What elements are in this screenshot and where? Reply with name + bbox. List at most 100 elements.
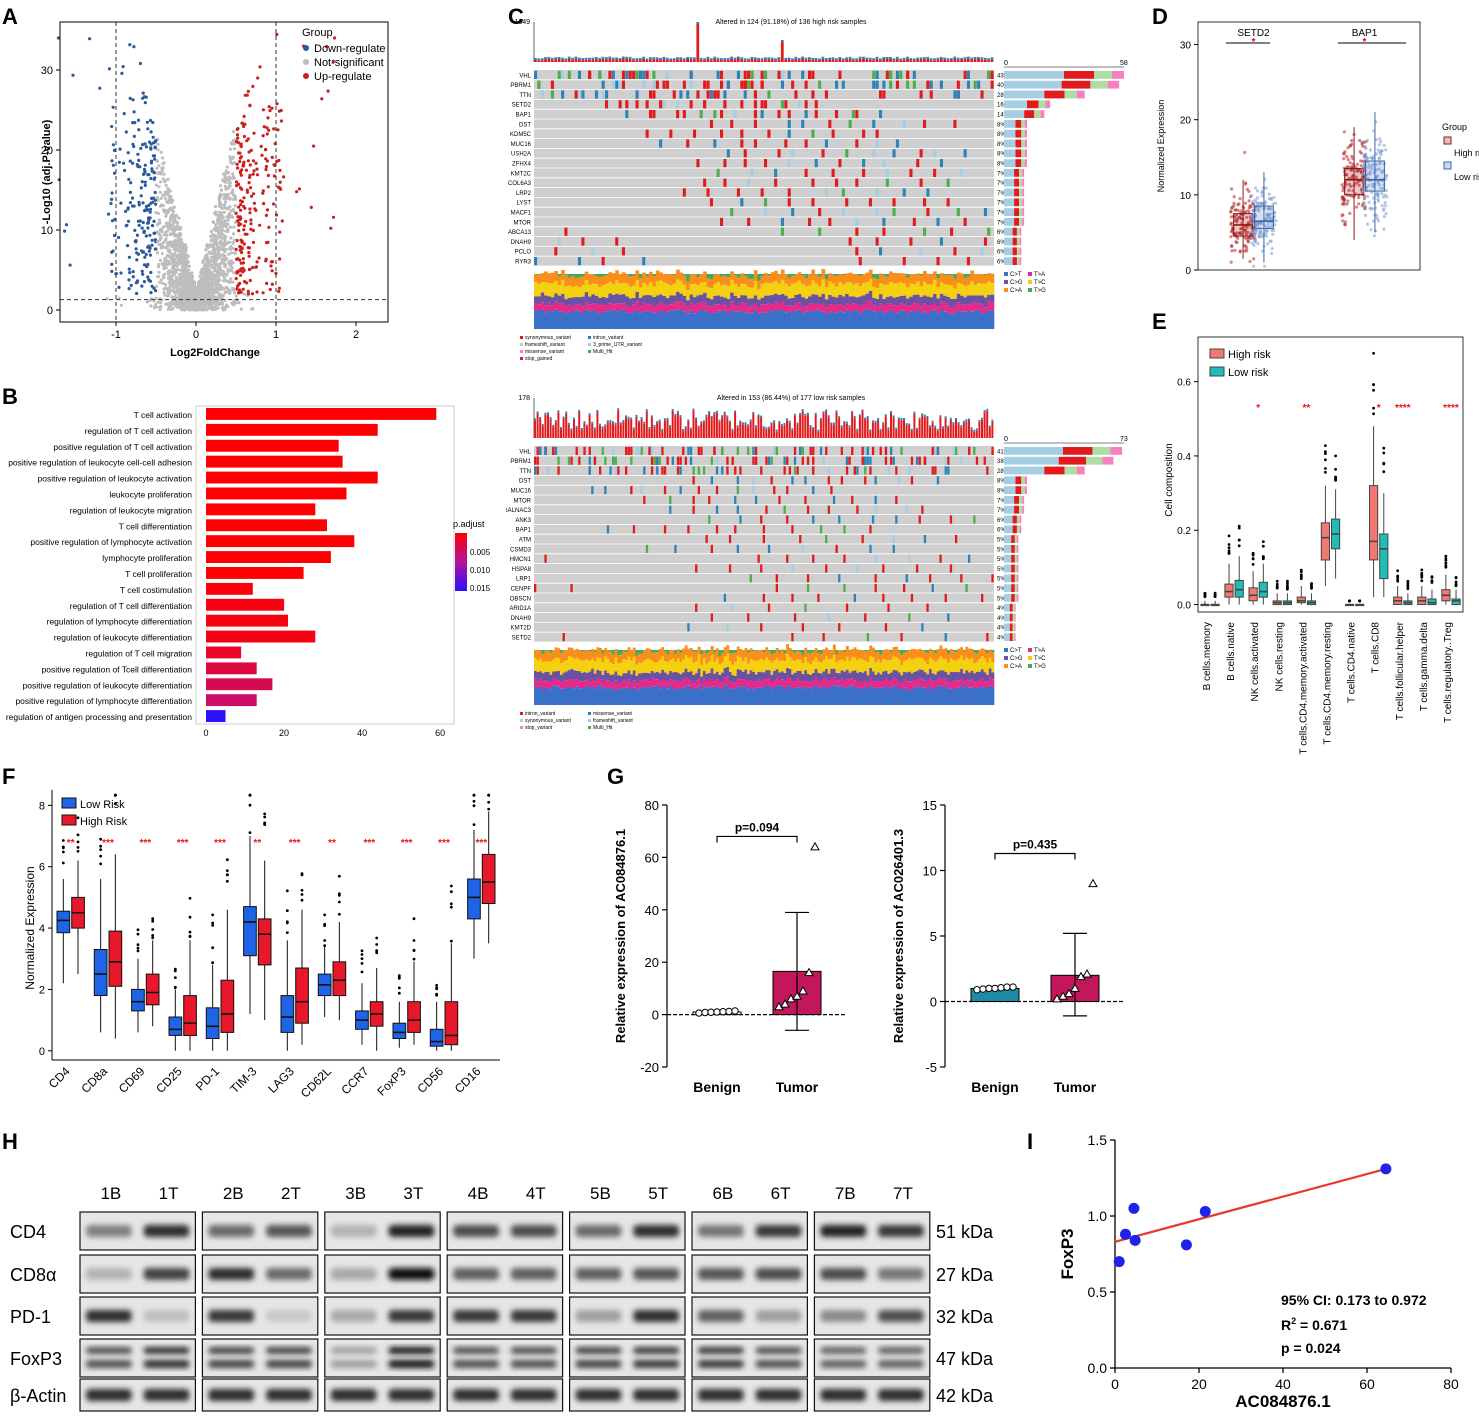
side-bar xyxy=(1046,100,1051,108)
mutation-cell xyxy=(788,198,791,206)
volcano-point xyxy=(215,255,218,258)
volcano-point xyxy=(247,159,250,162)
titv-bar xyxy=(737,287,741,298)
top-bar xyxy=(560,429,562,438)
top-bar-cap xyxy=(895,428,897,430)
top-bar xyxy=(789,423,791,438)
titv-bar xyxy=(903,274,907,284)
volcano-point xyxy=(129,97,132,100)
volcano-point xyxy=(242,196,245,199)
mutation-cell xyxy=(755,457,757,465)
mutation-cell xyxy=(716,457,718,465)
volcano-point xyxy=(240,251,243,254)
top-bar xyxy=(971,429,973,438)
titv-bar xyxy=(761,305,765,313)
titv-bar xyxy=(788,274,792,278)
volcano-point xyxy=(224,265,227,268)
volcano-point xyxy=(176,224,179,227)
mutation-cell xyxy=(774,179,777,187)
gene-label: BAP1 xyxy=(516,528,532,534)
titv-bar xyxy=(592,303,596,310)
volcano-point xyxy=(248,255,251,258)
oncoprint-title: Altered in 124 (91.18%) of 136 high risk… xyxy=(716,19,867,26)
top-bar xyxy=(872,422,874,438)
titv-bar xyxy=(886,277,890,285)
volcano-point xyxy=(221,261,224,264)
volcano-point xyxy=(112,143,115,146)
volcano-point xyxy=(234,204,237,207)
volcano-point xyxy=(140,285,143,288)
side-bar xyxy=(1004,555,1011,563)
titv-bar xyxy=(774,281,778,293)
titv-bar xyxy=(592,310,596,329)
mutation-cell xyxy=(563,633,565,641)
titv-bar xyxy=(568,278,572,286)
volcano-point xyxy=(157,263,160,266)
side-bar xyxy=(1090,81,1107,89)
top-bar-cap xyxy=(887,427,889,429)
mutation-cell xyxy=(557,457,559,465)
titv-bar xyxy=(541,293,545,303)
volcano-point xyxy=(169,283,172,286)
mutation-cell xyxy=(707,90,710,98)
titv-bar xyxy=(747,307,751,313)
mutation-cell xyxy=(751,169,754,177)
top-bar-cap xyxy=(789,421,791,423)
top-bar xyxy=(842,60,845,62)
volcano-point xyxy=(225,303,228,306)
titv-legend-label: T>G xyxy=(1034,288,1046,294)
side-bar xyxy=(1010,604,1013,612)
gene-label: MTOR xyxy=(513,498,531,504)
titv-bar xyxy=(899,282,903,296)
volcano-point xyxy=(229,181,232,184)
titv-bar xyxy=(818,297,822,305)
titv-bar xyxy=(984,275,988,284)
titv-bar xyxy=(784,312,788,329)
titv-bar xyxy=(646,303,650,310)
titv-bar xyxy=(943,275,947,284)
titv-bar xyxy=(544,313,548,329)
volcano-point xyxy=(227,253,230,256)
volcano-point xyxy=(149,271,152,274)
volcano-point xyxy=(271,269,274,272)
volcano-point xyxy=(222,279,225,282)
titv-bar xyxy=(598,287,602,298)
mutation-cell xyxy=(656,457,658,465)
titv-bar xyxy=(984,307,988,313)
titv-bar xyxy=(761,276,765,284)
mutation-cell xyxy=(690,447,692,455)
mutation-cell xyxy=(752,457,754,465)
titv-bar xyxy=(744,284,748,295)
volcano-point xyxy=(243,224,246,227)
titv-bar xyxy=(581,274,585,277)
volcano-point xyxy=(251,85,254,88)
top-bar-cap xyxy=(706,415,708,417)
top-bar xyxy=(926,418,928,438)
titv-bar xyxy=(734,275,738,284)
volcano-point xyxy=(210,252,213,255)
volcano-point xyxy=(170,308,173,311)
side-bar xyxy=(1004,604,1010,612)
volcano-point xyxy=(217,231,220,234)
titv-bar xyxy=(933,304,937,310)
side-bar xyxy=(1021,130,1025,138)
side-bar xyxy=(1017,535,1018,543)
variant-legend-label: synonymous_variant xyxy=(525,335,571,341)
mutation-cell xyxy=(755,496,757,504)
titv-bar xyxy=(588,285,592,297)
titv-bar xyxy=(713,284,717,296)
titv-bar xyxy=(632,312,636,329)
mutation-cell xyxy=(629,71,632,79)
titv-bar xyxy=(957,273,961,283)
titv-bar xyxy=(659,272,663,280)
volcano-point xyxy=(201,261,204,264)
variant-legend-label: 3_prime_UTR_variant xyxy=(593,342,643,348)
mutation-cell xyxy=(771,457,773,465)
top-bar-cap xyxy=(625,415,627,417)
top-bar-cap xyxy=(913,412,915,414)
mutation-cell xyxy=(642,257,645,265)
top-bar-cap xyxy=(680,415,682,417)
volcano-point xyxy=(155,184,158,187)
titv-bar xyxy=(920,276,924,287)
titv-bar xyxy=(838,282,842,295)
